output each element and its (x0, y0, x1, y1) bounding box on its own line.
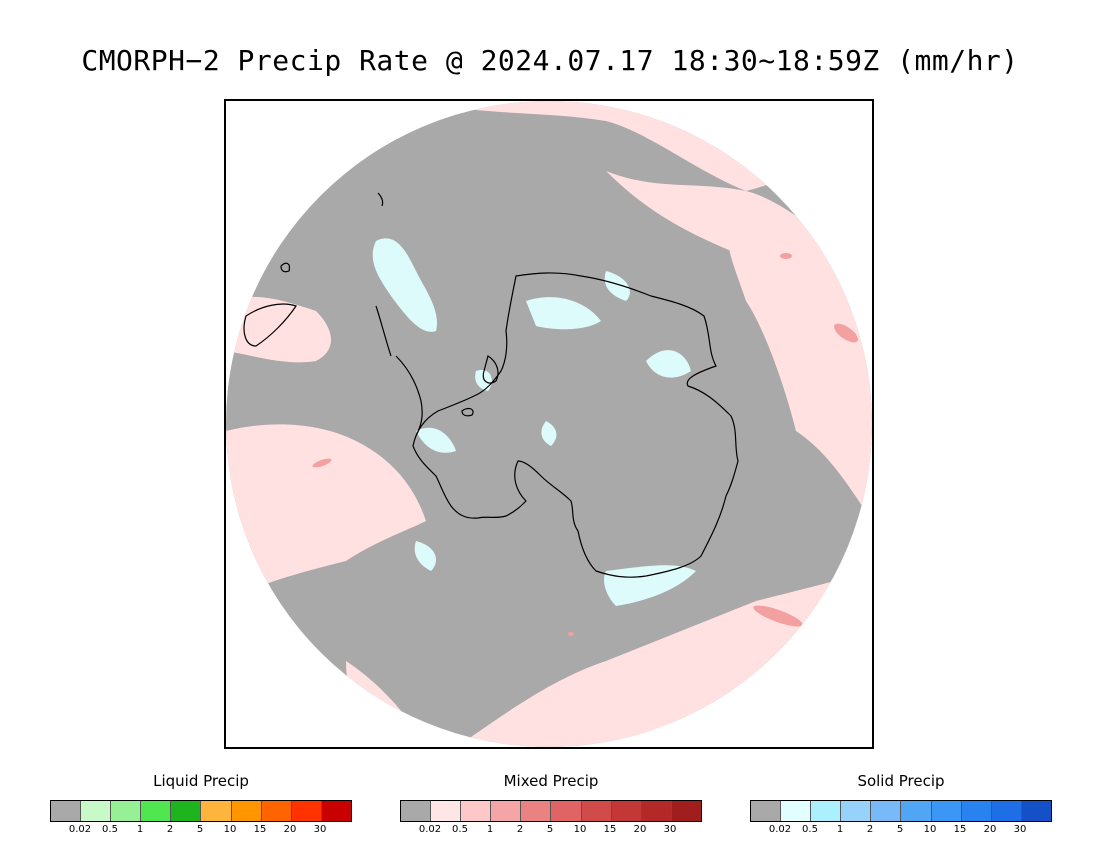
legend-tick-label: 5 (196, 824, 204, 835)
legend-title: Solid Precip (857, 772, 945, 790)
legend-swatch (521, 801, 552, 821)
legend-title: Mixed Precip (503, 772, 599, 790)
legend-tick-label: 20 (283, 824, 297, 835)
solid-precip-light-regions (372, 238, 696, 606)
legend-tick-label: 0.5 (102, 824, 118, 835)
legend-swatch (81, 801, 112, 821)
legend-tick-label: 0.02 (418, 824, 442, 835)
legend-swatch (551, 801, 582, 821)
legend-tick-label: 5 (896, 824, 904, 835)
legend-tick-label: 0.5 (452, 824, 468, 835)
legend-swatch (991, 801, 1022, 821)
legend-tick-label: 30 (663, 824, 677, 835)
legend-tick-label: 20 (983, 824, 997, 835)
legend-tick-label: 1 (136, 824, 144, 835)
legend-swatch (781, 801, 812, 821)
legend-tick-label: 30 (313, 824, 327, 835)
legend-tick-label: 15 (253, 824, 267, 835)
legend-tick-label: 1 (836, 824, 844, 835)
legend-swatch (961, 801, 992, 821)
legend-tick-label: 2 (516, 824, 524, 835)
legend-swatch (171, 801, 202, 821)
legend-tick-label: 15 (953, 824, 967, 835)
legend-tick-label: 10 (223, 824, 237, 835)
legend-swatch (491, 801, 522, 821)
legend-ticks: 0.02 0.5 1 2 5 10 15 20 30 (400, 824, 702, 838)
legend-tick-label: 5 (546, 824, 554, 835)
legend-solid-precip: Solid Precip 0.02 0.5 1 2 5 10 15 20 30 (750, 772, 1052, 842)
legend-swatch (841, 801, 872, 821)
legend-swatch (871, 801, 902, 821)
legend-tick-label: 30 (1013, 824, 1027, 835)
legend-swatch (751, 801, 782, 821)
legend-tick-label: 0.02 (768, 824, 792, 835)
legend-ticks: 0.02 0.5 1 2 5 10 15 20 30 (750, 824, 1052, 838)
legend-tick-label: 0.5 (802, 824, 818, 835)
legend-swatch (811, 801, 842, 821)
legend-swatch (321, 801, 351, 821)
legend-swatch (111, 801, 142, 821)
legend-swatch (461, 801, 492, 821)
legend-tick-label: 10 (923, 824, 937, 835)
legend-colorbar (750, 800, 1052, 822)
map-disk (226, 101, 872, 747)
legend-swatch (671, 801, 701, 821)
legend-swatch (141, 801, 172, 821)
legend-swatch (261, 801, 292, 821)
legend-title: Liquid Precip (153, 772, 249, 790)
legend-swatch (611, 801, 642, 821)
legend-tick-label: 0.02 (68, 824, 92, 835)
legend-colorbar (400, 800, 702, 822)
legend-mixed-precip: Mixed Precip 0.02 0.5 1 2 5 10 15 20 30 (400, 772, 702, 842)
legend-liquid-precip: Liquid Precip 0.02 0.5 1 2 5 10 15 20 30 (50, 772, 352, 842)
legend-swatch (641, 801, 672, 821)
legend-swatch (581, 801, 612, 821)
legend-tick-label: 10 (573, 824, 587, 835)
legend-swatch (51, 801, 82, 821)
legend-ticks: 0.02 0.5 1 2 5 10 15 20 30 (50, 824, 352, 838)
legend-swatch (201, 801, 232, 821)
legend-swatch (231, 801, 262, 821)
legend-colorbar (50, 800, 352, 822)
legend-tick-label: 2 (166, 824, 174, 835)
legend-swatch (1021, 801, 1051, 821)
legend-tick-label: 1 (486, 824, 494, 835)
mixed-precip-medium-spots (312, 253, 858, 636)
legend-tick-label: 20 (633, 824, 647, 835)
legend-tick-label: 2 (866, 824, 874, 835)
precip-map (226, 101, 872, 747)
legend-swatch (291, 801, 322, 821)
map-frame (224, 99, 874, 749)
legend-swatch (401, 801, 432, 821)
legend-swatch (431, 801, 462, 821)
legend-swatch (901, 801, 932, 821)
legend-swatch (931, 801, 962, 821)
legend-tick-label: 15 (603, 824, 617, 835)
map-title: CMORPH−2 Precip Rate @ 2024.07.17 18:30~… (81, 44, 1019, 77)
antarctica-coastline (243, 192, 739, 578)
